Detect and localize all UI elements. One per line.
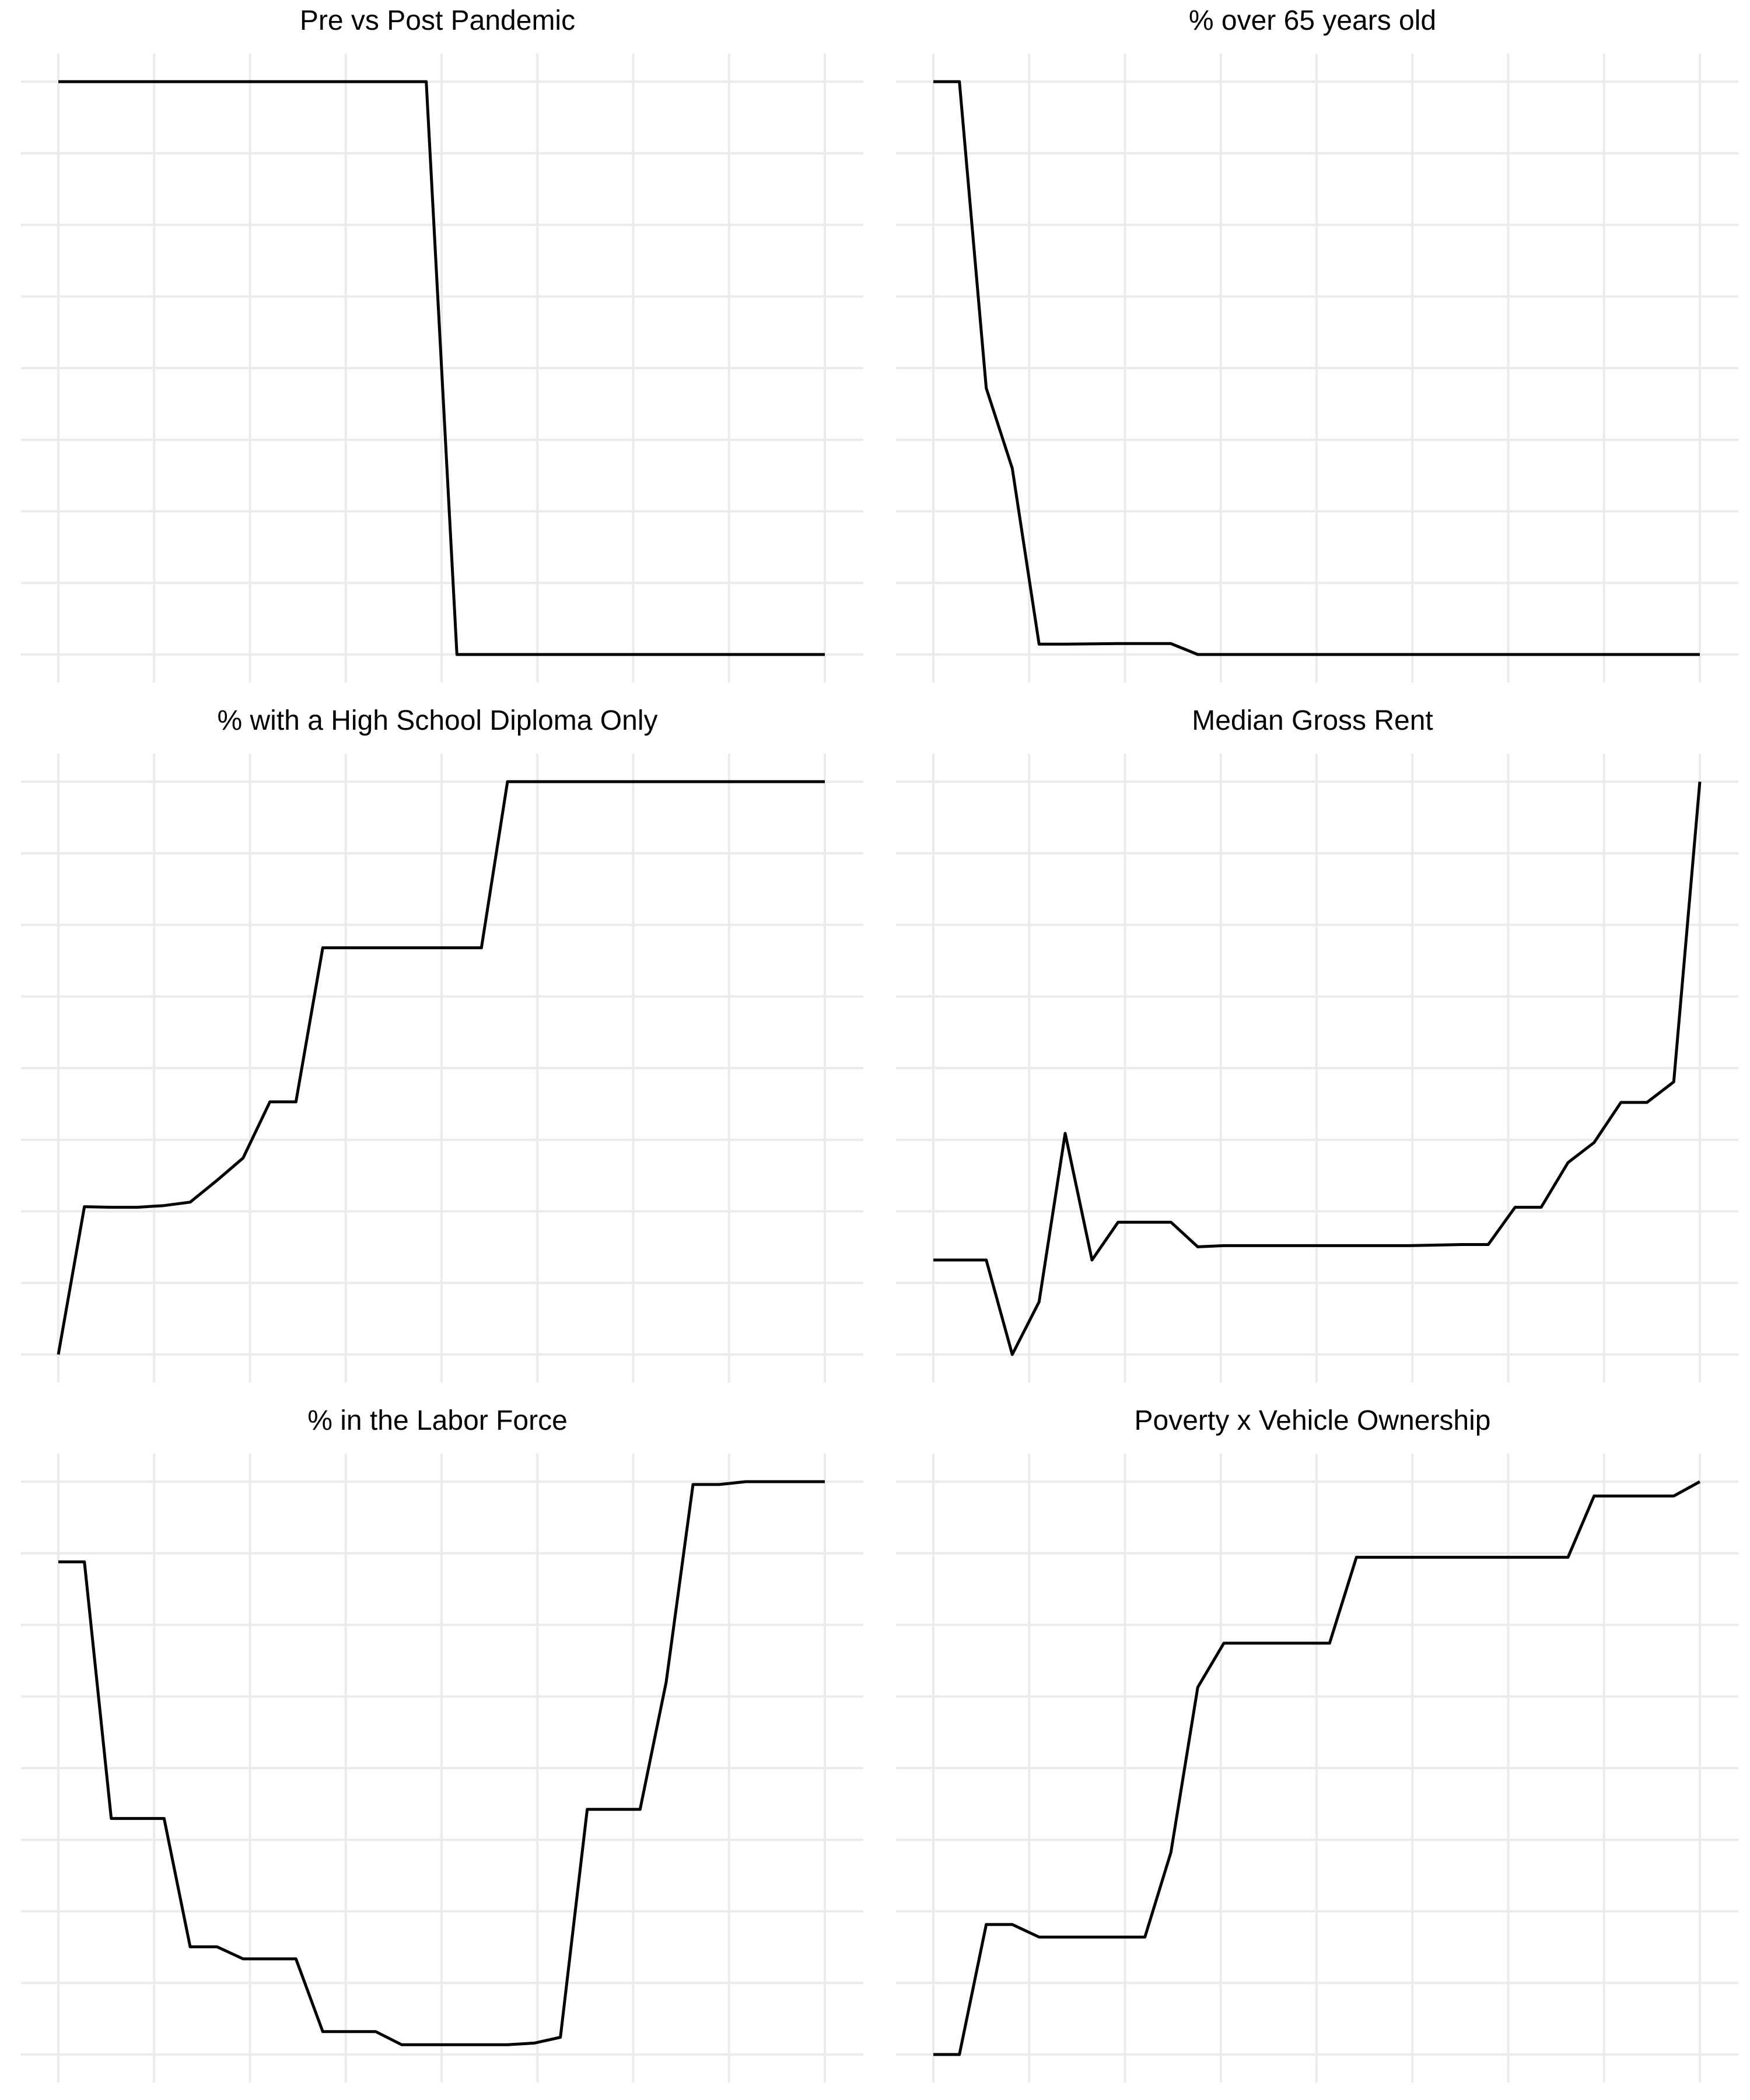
line-chart-svg	[21, 754, 863, 1382]
line-chart-svg	[896, 54, 1738, 682]
chart-panel-pre-post-pandemic: Pre vs Post Pandemic	[0, 0, 875, 700]
chart-title: Pre vs Post Pandemic	[299, 5, 576, 36]
series-line	[58, 1480, 825, 2046]
gridlines	[896, 54, 1738, 682]
chart-panel-high-school-diploma: % with a High School Diploma Only	[0, 700, 875, 1400]
series-line	[58, 80, 825, 656]
line-chart-svg	[21, 1454, 863, 2082]
line-chart-svg	[896, 1454, 1738, 2082]
chart-title: % over 65 years old	[1188, 5, 1437, 36]
line-chart-svg	[21, 54, 863, 682]
chart-title: Poverty x Vehicle Ownership	[1134, 1405, 1491, 1436]
series-line	[933, 1480, 1701, 2056]
series-line	[933, 781, 1702, 1356]
chart-title: % with a High School Diploma Only	[217, 705, 658, 736]
line-chart-svg	[896, 754, 1738, 1382]
chart-panel-median-gross-rent: Median Gross Rent	[875, 700, 1750, 1400]
chart-title: Median Gross Rent	[1192, 705, 1433, 736]
gridlines	[21, 1454, 863, 2082]
chart-title: % in the Labor Force	[307, 1405, 568, 1436]
chart-panel-poverty-vehicle: Poverty x Vehicle Ownership	[875, 1400, 1750, 2100]
chart-panel-labor-force: % in the Labor Force	[0, 1400, 875, 2100]
series-line	[57, 780, 825, 1355]
gridlines	[896, 754, 1738, 1382]
series-line	[933, 80, 1700, 656]
gridlines	[896, 1454, 1738, 2082]
chart-panel-over-65: % over 65 years old	[875, 0, 1750, 700]
gridlines	[21, 754, 863, 1382]
